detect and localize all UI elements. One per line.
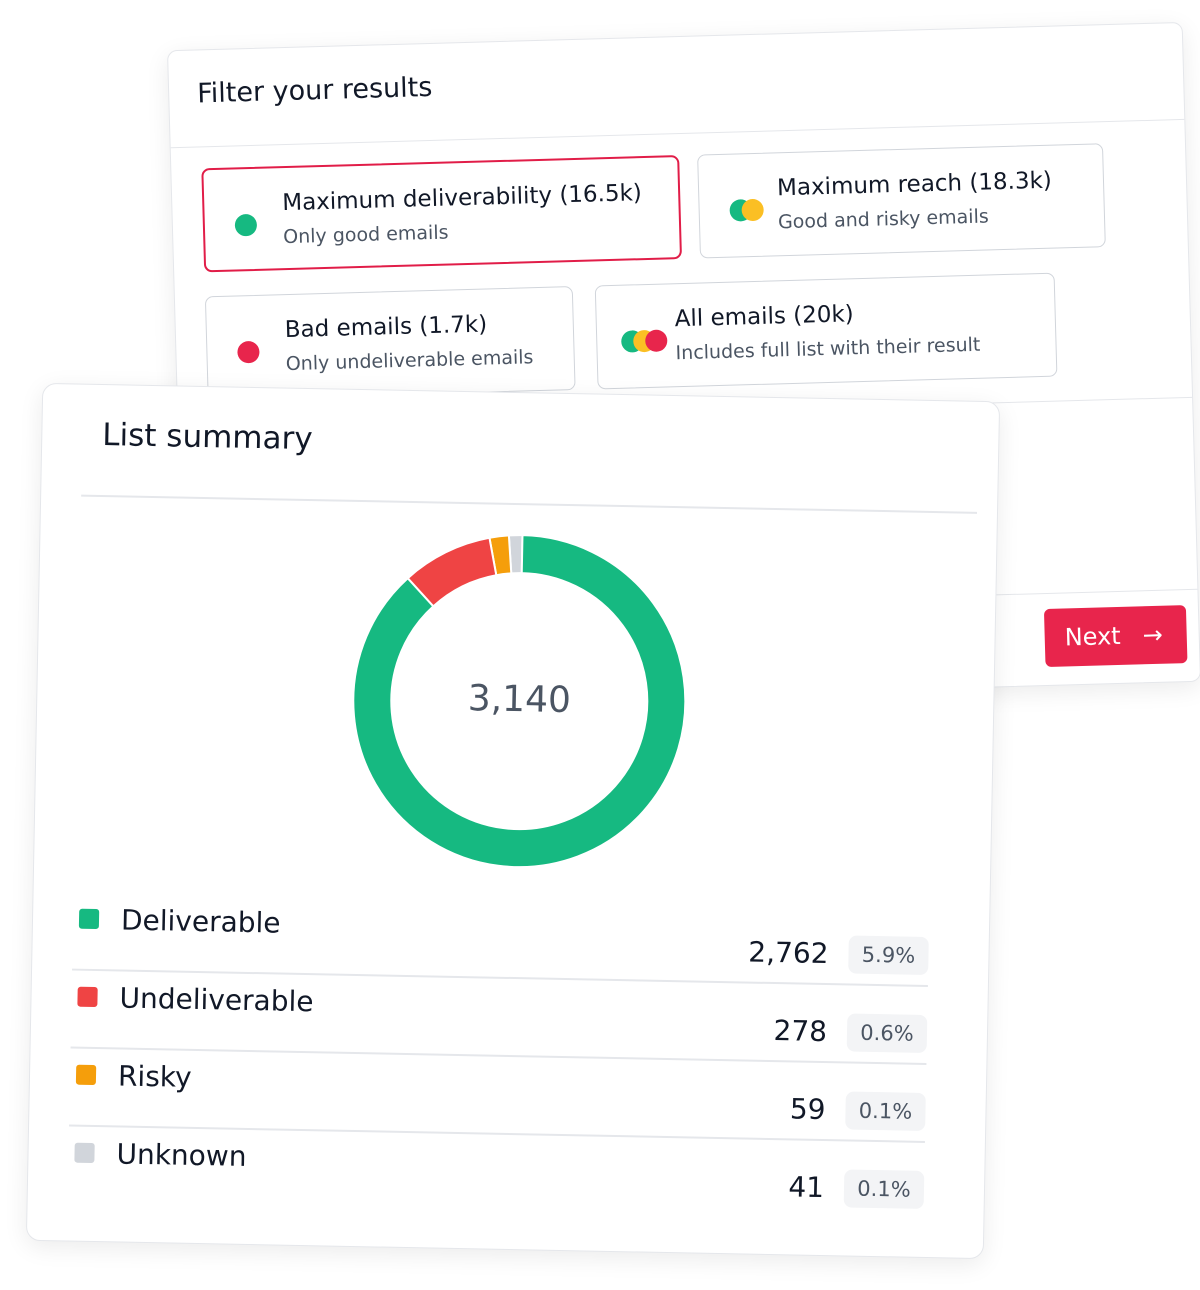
donut-chart: 3,140 [352, 534, 687, 869]
legend-label: Unknown [116, 1137, 247, 1173]
option-label: All emails (20k) [674, 301, 855, 333]
filter-option[interactable]: Maximum reach (18.3k) Good and risky ema… [697, 143, 1106, 259]
legend: Deliverable 2,762 5.9% Undeliverable 278 0.6%… [34, 892, 990, 1209]
value-label: 2,762 [748, 935, 829, 971]
value-label: 41 [788, 1170, 825, 1205]
value-label: 278 [773, 1014, 828, 1049]
arrow-icon: → [1142, 620, 1164, 650]
legend-label: Undeliverable [119, 981, 314, 1019]
option-label: Maximum deliverability (16.5k) [281, 180, 643, 217]
legend-label: Deliverable [120, 903, 281, 940]
filter-option[interactable]: Bad emails (1.7k) Only undeliverable ema… [204, 286, 576, 401]
percent-badge: 0.1% [845, 1091, 926, 1131]
option-subtitle: Only good emails [282, 221, 449, 249]
legend-swatch [78, 908, 100, 930]
value-label: 59 [789, 1092, 826, 1127]
option-subtitle: Good and risky emails [777, 205, 990, 234]
donut-segment [352, 534, 687, 869]
button-label: Next [1064, 621, 1122, 652]
percent-badge: 5.9% [848, 935, 929, 975]
icon [237, 340, 260, 364]
total: 3,140 [467, 678, 571, 721]
summary-card: List summary 3,140 Deliverable 2,762 5.9% U… [25, 382, 1001, 1260]
icon [234, 213, 258, 237]
icon [644, 329, 668, 353]
percent-badge: 0.6% [846, 1013, 928, 1053]
legend-swatch [74, 1142, 95, 1164]
filter-title: Filter your results [196, 71, 433, 110]
filter-option[interactable]: All emails (20k) Includes full list with… [594, 272, 1058, 390]
filter-option[interactable]: Maximum deliverability (16.5k) Only good… [201, 155, 683, 273]
option-subtitle: Only undeliverable emails [285, 346, 534, 376]
option-label: Maximum reach (18.3k) [776, 167, 1053, 202]
next-button[interactable]: Next → [1043, 605, 1188, 668]
divider [81, 494, 978, 514]
legend-label: Risky [117, 1059, 192, 1094]
icon [741, 198, 764, 222]
option-subtitle: Includes full list with their result [675, 333, 981, 365]
legend-row: Unknown 41 0.1% [68, 1127, 925, 1219]
summary-title: List summary [101, 417, 313, 458]
legend-swatch [77, 986, 98, 1008]
legend-swatch [75, 1064, 97, 1086]
option-label: Bad emails (1.7k) [284, 311, 488, 344]
percent-badge: 0.1% [843, 1169, 925, 1209]
divider [170, 118, 1185, 149]
donut-segment [406, 536, 498, 608]
